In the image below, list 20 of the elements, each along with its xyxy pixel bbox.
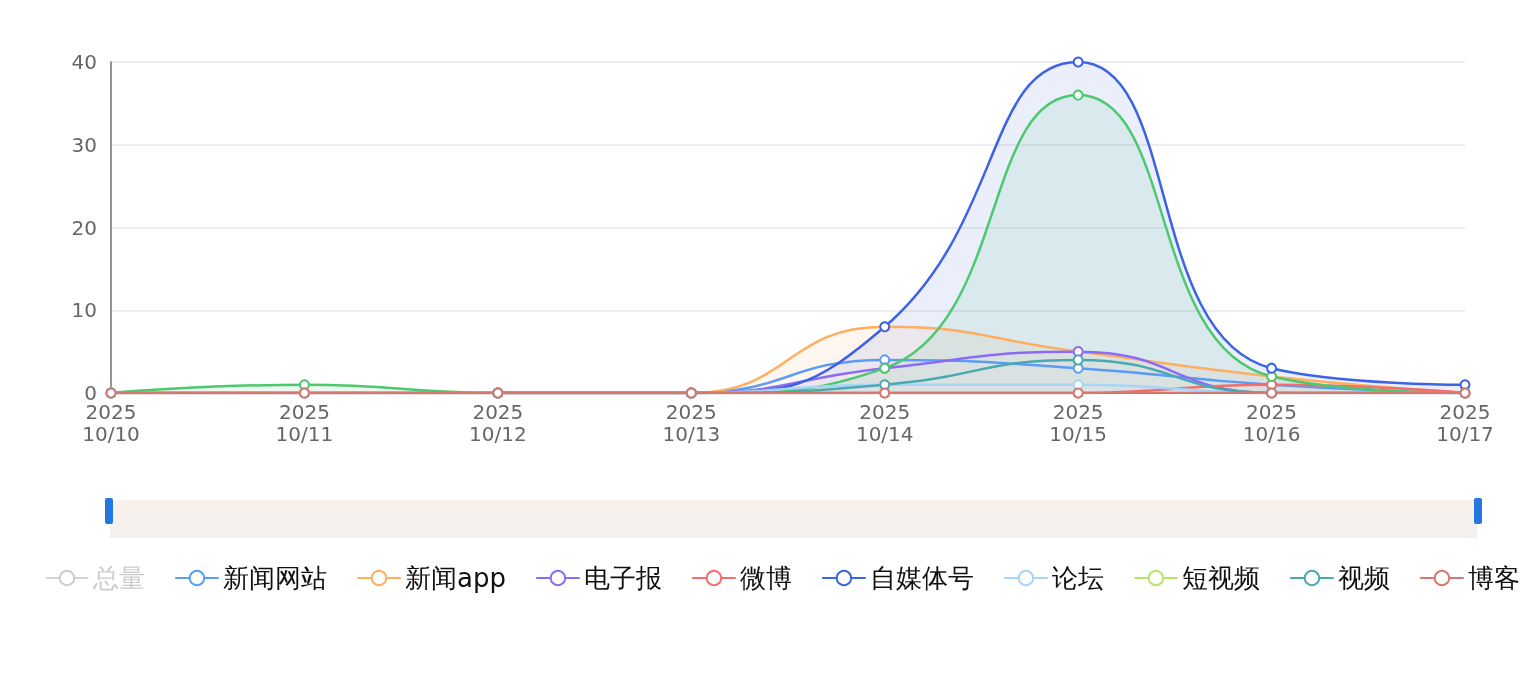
y-tick-label: 10 [71,298,97,323]
x-tick-label: 2025 10/13 [662,400,721,446]
legend-label: 新闻网站 [223,563,327,593]
x-tick-label: 2025 10/14 [855,400,914,446]
legend-label: 论坛 [1051,563,1104,593]
x-tick-label: 2025 10/11 [275,400,334,446]
x-tick-label: 2025 10/16 [1242,400,1301,446]
legend-label: 视频 [1337,563,1390,593]
legend-label: 微博 [739,563,792,593]
legend-label: 新闻app [405,563,506,593]
legend-label: 电子报 [583,563,662,593]
y-tick-label: 40 [71,50,97,74]
legend-label: 自媒体号 [869,563,974,593]
x-tick-label: 2025 10/17 [1436,400,1494,446]
x-tick-label: 2025 10/12 [469,400,527,446]
legend-label: 短视频 [1181,563,1260,593]
x-tick-label: 2025 10/15 [1049,400,1107,446]
y-tick-label: 30 [71,132,97,157]
y-tick-label: 20 [71,215,97,240]
legend-label: 博客 [1467,563,1520,593]
